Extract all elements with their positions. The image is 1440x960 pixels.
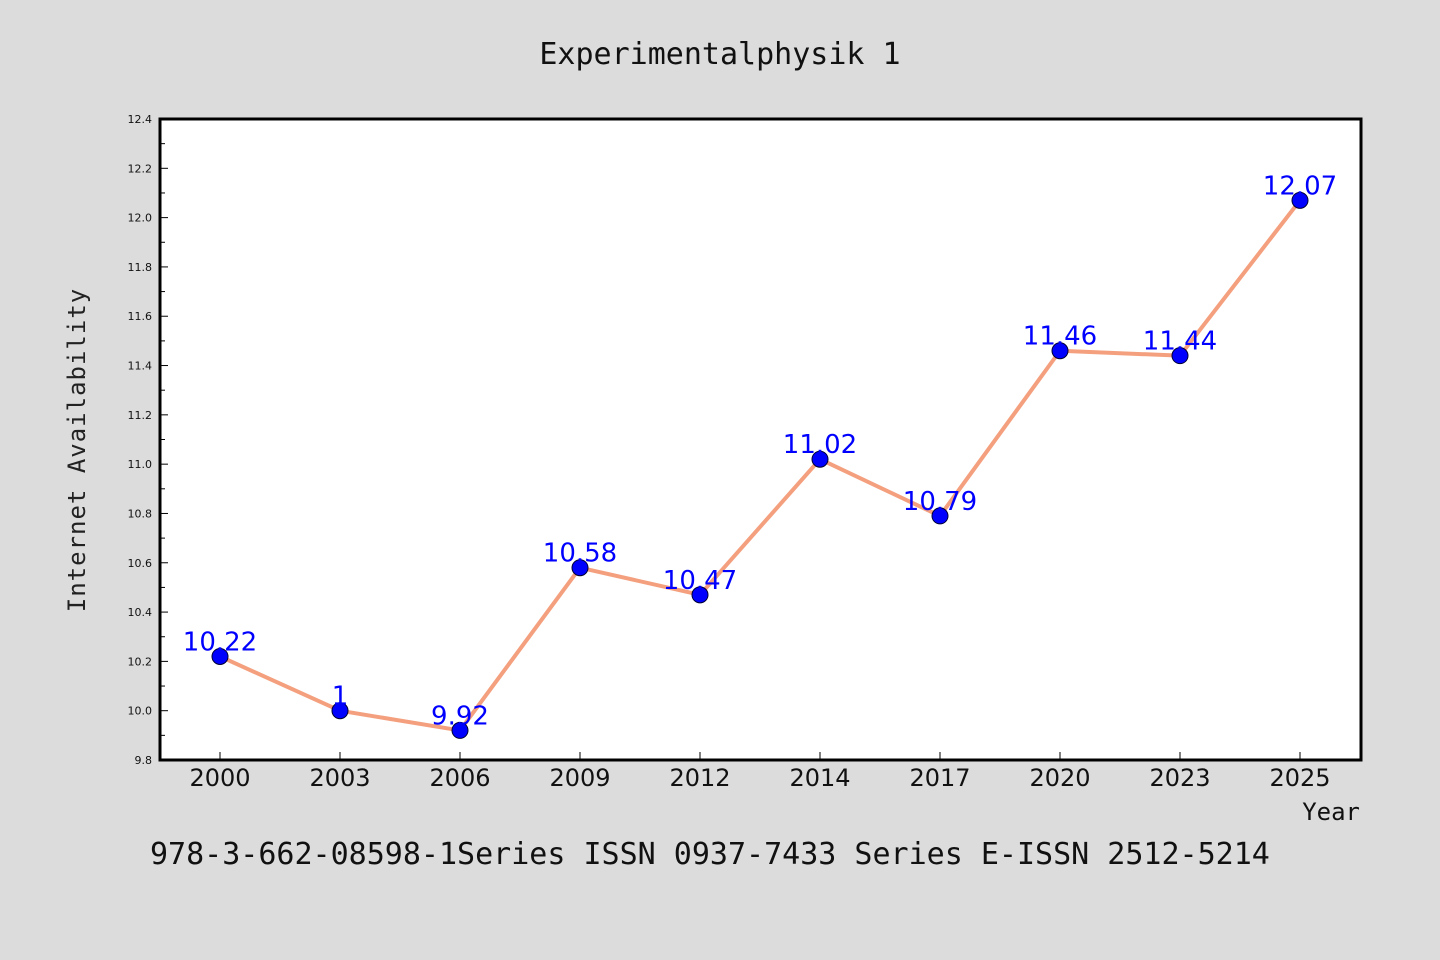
plot-area [158,117,1363,762]
x-tick-label: 2003 [309,764,370,792]
y-tick-label: 11.4 [128,360,153,373]
x-tick-label: 2012 [669,764,730,792]
data-label: 10.79 [903,487,977,517]
y-tick-label: 11.2 [128,409,153,422]
y-tick-label: 10.0 [128,705,153,718]
data-point [811,450,829,468]
x-tick-label: 2014 [789,764,850,792]
y-tick-label: 10.8 [128,507,153,520]
y-tick-label: 12.0 [128,212,153,225]
data-label: 1 [332,682,349,712]
data-label: 10.47 [663,566,737,596]
data-label: 9.92 [431,701,489,731]
data-label: 10.58 [543,539,617,569]
y-tick-label: 10.2 [128,655,153,668]
y-axis: 9.8 10.0 10.2 10.4 10.6 10.8 11.0 11.2 11.4 11.6 1… [128,113,168,767]
x-axis-label: Year [1302,798,1360,826]
x-axis: 2000 2003 2006 2009 2012 2014 2017 2020 2023 2025 [189,752,1331,792]
footer-text: 978-3-662-08598-1Series ISSN 0937-7433 S… [150,837,1270,872]
x-tick-label: 2020 [1029,764,1090,792]
data-point [691,586,709,604]
data-labels: 10.22 1 9.92 10.58 10.47 11.02 10.79 11.46 11.44… [183,171,1337,731]
y-tick-label: 10.4 [128,606,153,619]
data-label: 11.46 [1023,322,1097,352]
data-point [1291,191,1309,209]
data-point [571,559,589,577]
data-point [931,507,949,525]
series-line [219,199,1302,733]
data-point [331,702,349,720]
data-markers [211,191,1309,739]
x-tick-label: 2023 [1149,764,1210,792]
data-label: 11.44 [1143,327,1217,357]
data-label: 11.02 [783,430,857,460]
x-tick-label: 2009 [549,764,610,792]
y-tick-label: 11.0 [128,458,153,471]
data-point [1171,347,1189,365]
y-tick-label: 11.8 [128,261,153,274]
y-axis-label: Internet Availability [63,288,91,612]
y-tick-label: 12.4 [128,113,153,126]
x-tick-label: 2006 [429,764,490,792]
y-tick-label: 12.2 [128,162,153,175]
chart-title: Experimentalphysik 1 [539,37,900,72]
x-tick-label: 2025 [1269,764,1330,792]
data-point [1051,342,1069,360]
data-point [211,647,229,665]
y-tick-label: 9.8 [135,754,153,767]
y-tick-label: 11.6 [128,310,153,323]
data-point [451,721,469,739]
data-label: 10.22 [183,627,257,657]
data-label: 12.07 [1263,171,1337,201]
x-tick-label: 2000 [189,764,250,792]
x-tick-label: 2017 [909,764,970,792]
y-tick-label: 10.6 [128,557,153,570]
